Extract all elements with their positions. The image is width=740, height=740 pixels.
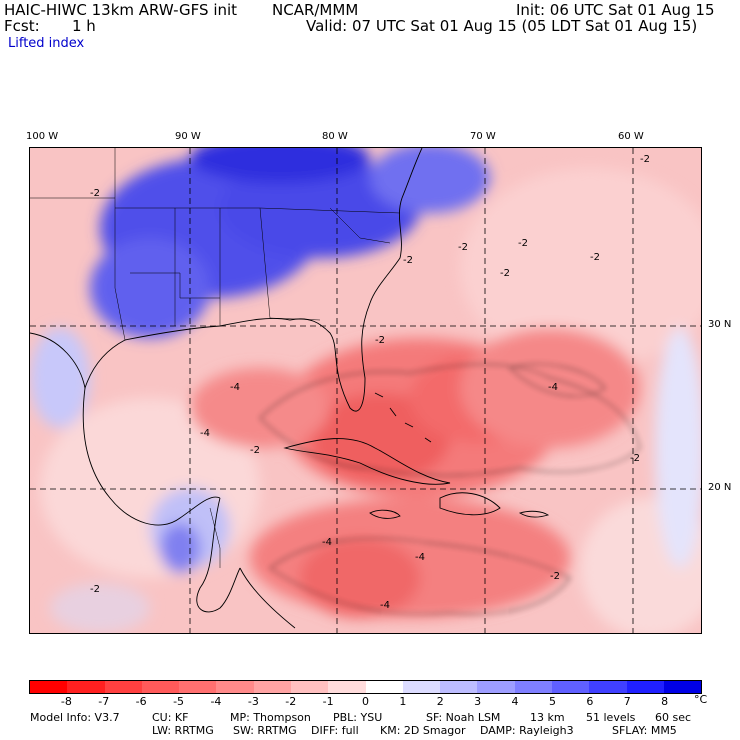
contour-label: -4: [230, 382, 240, 393]
colorbar-tick-label: 1: [399, 695, 407, 708]
colorbar-swatch: [253, 681, 291, 693]
colorbar-swatch: [477, 681, 515, 693]
info-sw: SW: RRTMG: [233, 724, 297, 737]
colorbar-tick-label: -1: [322, 695, 334, 708]
colorbar-swatch: [663, 681, 702, 693]
colorbar-tick-label: -5: [173, 695, 185, 708]
contour-label: -2: [458, 242, 468, 253]
colorbar-swatch: [514, 681, 552, 693]
colorbar-tick-label: -4: [210, 695, 222, 708]
info-timestep: 60 sec: [655, 711, 692, 724]
colorbar-tick-label: 3: [474, 695, 482, 708]
contour-label: -2: [403, 255, 413, 266]
contour-label-group: -2 -2 -2 -2 -2 -2 -2 -2 -4 -4 -4 -2 -2 -…: [90, 154, 650, 611]
contour-label: -2: [518, 238, 528, 249]
colorbar-tick-label: -7: [98, 695, 110, 708]
colorbar-tick-label: -6: [135, 695, 147, 708]
contour-label: -4: [200, 428, 210, 439]
colorbar-swatch: [440, 681, 478, 693]
lat-lon-grid: [30, 148, 701, 633]
contour-label: -2: [90, 188, 100, 199]
lon-label-80w: 80 W: [322, 131, 348, 142]
lat-label-30n: 30 N: [708, 319, 732, 330]
contour-label: -2: [630, 453, 640, 464]
lifted-index-map: -2 -2 -2 -2 -2 -2 -2 -2 -4 -4 -4 -2 -2 -…: [29, 147, 702, 634]
colorbar-tick-label: -3: [247, 695, 259, 708]
model-title: HAIC-HIWC 13km ARW-GFS init: [4, 1, 238, 19]
contour-lines: [259, 363, 641, 615]
colorbar-swatch: [141, 681, 180, 693]
colorbar-tick-label: 7: [623, 695, 631, 708]
info-km: KM: 2D Smagor: [380, 724, 466, 737]
map-canvas: -2 -2 -2 -2 -2 -2 -2 -2 -4 -4 -4 -2 -2 -…: [30, 148, 701, 633]
info-resolution: 13 km: [530, 711, 565, 724]
lon-label-100w: 100 W: [26, 131, 59, 142]
colorbar-tick-label: -2: [285, 695, 297, 708]
colorbar-swatch: [67, 681, 105, 693]
colorbar-swatch: [179, 681, 217, 693]
colorbar-swatch: [551, 681, 590, 693]
info-sf: SF: Noah LSM: [426, 711, 501, 724]
colorbar-tick-label: 2: [436, 695, 444, 708]
contour-label: -4: [548, 382, 558, 393]
lon-label-70w: 70 W: [470, 131, 496, 142]
info-cu: CU: KF: [152, 711, 189, 724]
fcst-label: Fcst:: [4, 17, 40, 35]
center-label: NCAR/MMM: [272, 1, 359, 19]
info-mp: MP: Thompson: [230, 711, 311, 724]
colorbar-tick-label: 6: [586, 695, 594, 708]
colorbar-tick-label: 8: [661, 695, 669, 708]
coastlines: [30, 148, 550, 629]
contour-label: -2: [590, 252, 600, 263]
contour-label: -4: [322, 537, 332, 548]
contour-label: -4: [415, 552, 425, 563]
colorbar: [29, 680, 702, 694]
lon-label-60w: 60 W: [618, 131, 644, 142]
contour-label: -2: [250, 445, 260, 456]
field-shading: [30, 148, 701, 633]
colorbar-tick-label: 4: [511, 695, 519, 708]
colorbar-swatch: [30, 681, 68, 693]
fcst-value: 1 h: [72, 17, 96, 35]
colorbar-unit: °C: [694, 693, 708, 706]
valid-time: Valid: 07 UTC Sat 01 Aug 15 (05 LDT Sat …: [306, 17, 698, 35]
colorbar-tick-label: -8: [60, 695, 72, 708]
lon-label-90w: 90 W: [175, 131, 201, 142]
info-pbl: PBL: YSU: [333, 711, 383, 724]
colorbar-tick-labels: -8 -7 -6 -5 -4 -3 -2 -1 0 1 2 3 4 5 6 7 8: [29, 695, 702, 708]
contour-label: -2: [375, 335, 385, 346]
colorbar-tick-label: 0: [362, 695, 369, 708]
info-lw: LW: RRTMG: [152, 724, 214, 737]
colorbar-swatch: [402, 681, 441, 693]
info-version: Model Info: V3.7: [30, 711, 120, 724]
info-sflay: SFLAY: MM5: [612, 724, 677, 737]
contour-label: -4: [380, 600, 390, 611]
colorbar-tick-label: 5: [548, 695, 556, 708]
colorbar-swatch: [216, 681, 254, 693]
colorbar-swatch: [589, 681, 627, 693]
colorbar-swatch: [626, 681, 664, 693]
contour-label: -2: [500, 268, 510, 279]
contour-label: -2: [640, 154, 650, 165]
field-name: Lifted index: [8, 36, 85, 51]
contour-label: -2: [550, 571, 560, 582]
colorbar-swatch: [104, 681, 142, 693]
colorbar-swatch: [328, 681, 366, 693]
info-diff: DIFF: full: [311, 724, 359, 737]
lat-label-20n: 20 N: [708, 482, 732, 493]
info-damp: DAMP: Rayleigh3: [480, 724, 574, 737]
info-levels: 51 levels: [586, 711, 636, 724]
init-time: Init: 06 UTC Sat 01 Aug 15: [516, 1, 715, 19]
state-borders: [30, 148, 401, 568]
contour-label: -2: [90, 584, 100, 595]
colorbar-swatch: [365, 681, 403, 693]
colorbar-swatch: [290, 681, 329, 693]
